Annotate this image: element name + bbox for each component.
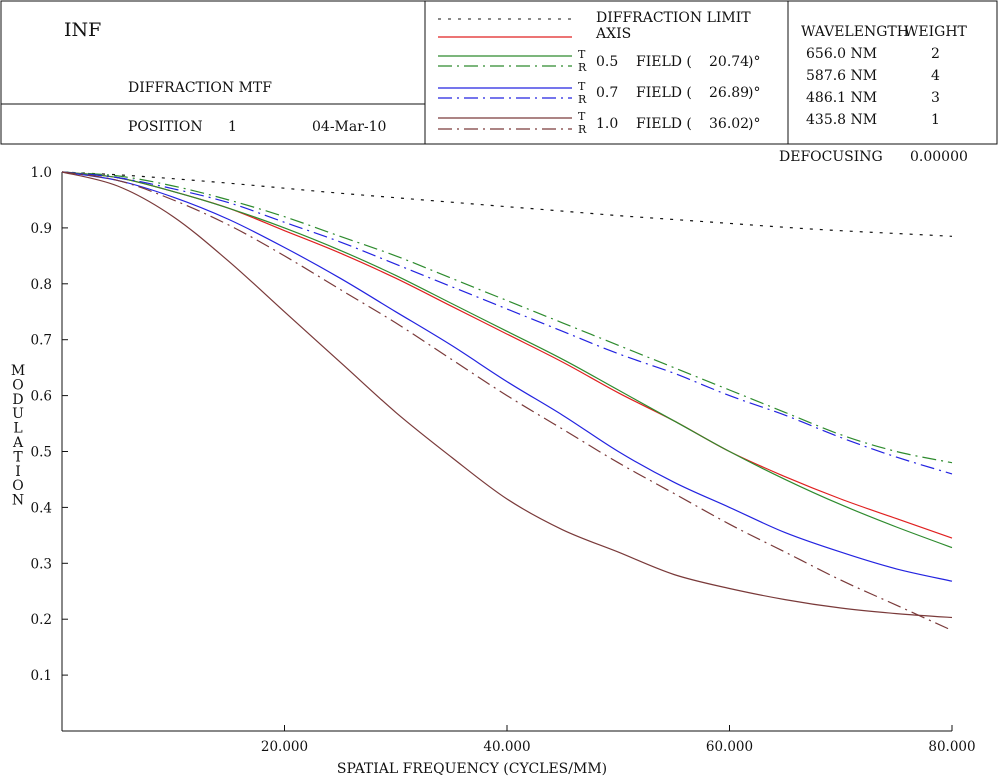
legend-field-value: 1.0 — [596, 116, 618, 132]
series-line-1-0-field-r — [61, 171, 953, 631]
series-line-1-0-field-t — [61, 171, 953, 619]
legend-label-axis: AXIS — [595, 26, 631, 42]
wavelength-value: 656.0 NM — [806, 46, 877, 62]
plot-axes — [61, 172, 952, 732]
y-tick-label: 1.0 — [31, 165, 52, 181]
wavelength-table: WAVELENGTH WEIGHT 656.0 NM 2 587.6 NM 4 … — [801, 24, 968, 128]
page-subtitle: DIFFRACTION MTF — [128, 80, 272, 96]
y-axis-label-letter: O — [12, 478, 23, 494]
series-line-0-7-field-r — [61, 171, 953, 475]
y-tick-label: 0.1 — [31, 668, 52, 684]
legend: DIFFRACTION LIMIT AXIS T R 0.5 FIELD ( 2… — [438, 10, 760, 136]
x-tick-label: 40.000 — [483, 739, 530, 755]
series-line-axis — [61, 171, 953, 539]
x-tick-labels: 20.000 40.000 60.000 80.000 — [261, 725, 976, 755]
weight-value: 2 — [931, 46, 940, 62]
y-axis-label-letter: O — [12, 377, 23, 393]
legend-field-angle: 20.74 — [709, 54, 749, 70]
wavelength-value: 587.6 NM — [806, 68, 877, 84]
wavelength-value: 486.1 NM — [806, 90, 877, 106]
wavelength-value: 435.8 NM — [806, 112, 877, 128]
series-line-diffraction-limit — [61, 171, 953, 237]
legend-t-mark: T — [578, 110, 586, 123]
legend-field-angle: 26.89 — [709, 85, 749, 101]
series-line-0-7-field-t — [61, 171, 953, 582]
legend-r-mark: R — [578, 93, 587, 106]
legend-field-unit: )° — [748, 54, 760, 70]
position-label: POSITION — [128, 119, 203, 135]
legend-field-label: FIELD ( — [636, 116, 692, 132]
legend-field-label: FIELD ( — [636, 85, 692, 101]
x-tick-label: 60.000 — [706, 739, 753, 755]
weight-value: 3 — [931, 90, 940, 106]
weight-value: 1 — [931, 112, 940, 128]
legend-r-mark: R — [578, 123, 587, 136]
y-axis-label-letter: D — [12, 392, 23, 408]
weight-value: 4 — [931, 68, 940, 84]
mtf-plot: 0.1 0.2 0.3 0.4 0.5 0.6 0.7 0.8 0.9 1.0 20.000 40.… — [31, 165, 976, 755]
header-frame — [0, 0, 998, 145]
page-title: INF — [64, 19, 101, 41]
wavelength-header: WAVELENGTH — [801, 24, 909, 40]
y-axis-label-letter: N — [12, 493, 24, 509]
legend-t-mark: T — [578, 48, 586, 61]
y-axis-label-letter: M — [11, 363, 25, 379]
legend-field-unit: )° — [748, 116, 760, 132]
y-tick-label: 0.3 — [31, 556, 52, 572]
date-label: 04-Mar-10 — [312, 119, 386, 135]
legend-field-unit: )° — [748, 85, 760, 101]
series-line-0-5-field-r — [61, 171, 953, 464]
y-tick-label: 0.6 — [31, 389, 52, 405]
legend-field-value: 0.7 — [596, 85, 618, 101]
legend-t-mark: T — [578, 80, 586, 93]
series-lines — [61, 171, 953, 631]
legend-field-angle: 36.02 — [709, 116, 749, 132]
legend-label-diffraction: DIFFRACTION LIMIT — [596, 10, 751, 26]
legend-field-label: FIELD ( — [636, 54, 692, 70]
y-axis-label-letter: U — [12, 406, 24, 422]
y-axis-label-letter: L — [13, 421, 22, 437]
y-tick-labels: 0.1 0.2 0.3 0.4 0.5 0.6 0.7 0.8 0.9 1.0 — [31, 165, 68, 684]
x-tick-label: 20.000 — [261, 739, 308, 755]
y-tick-label: 0.4 — [31, 500, 52, 516]
x-axis-label: SPATIAL FREQUENCY (CYCLES/MM) — [337, 761, 607, 777]
y-tick-label: 0.7 — [31, 333, 52, 349]
y-axis-label-letter: T — [13, 449, 23, 465]
y-tick-label: 0.5 — [31, 445, 52, 461]
y-tick-label: 0.9 — [31, 221, 52, 237]
legend-field-value: 0.5 — [596, 54, 618, 70]
series-line-0-5-field-t — [61, 171, 953, 549]
y-tick-label: 0.8 — [31, 277, 52, 293]
y-axis-label-letter: I — [15, 464, 21, 480]
defocusing-label: DEFOCUSING — [779, 149, 883, 165]
weight-header: WEIGHT — [904, 24, 968, 40]
legend-r-mark: R — [578, 61, 587, 74]
defocusing-value: 0.00000 — [910, 149, 968, 165]
position-value: 1 — [228, 119, 237, 135]
y-axis-label-letter: A — [12, 435, 24, 451]
x-tick-label: 80.000 — [928, 739, 975, 755]
y-tick-label: 0.2 — [31, 612, 52, 628]
